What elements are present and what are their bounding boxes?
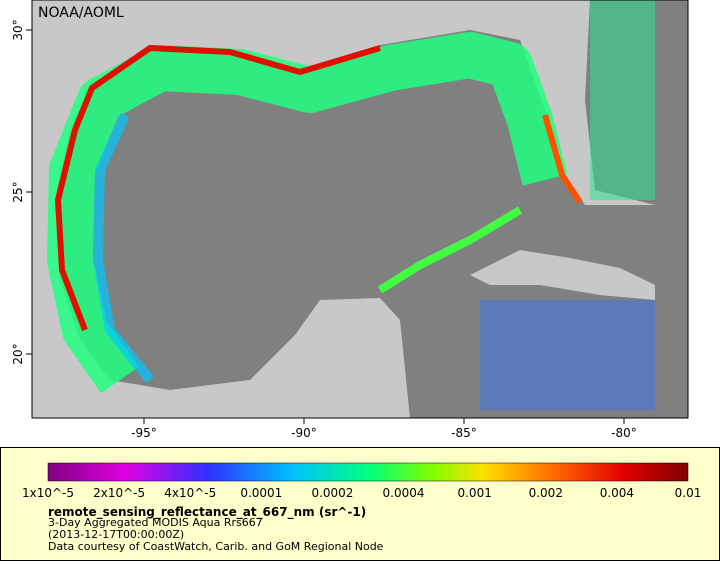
colorbar: [47, 462, 689, 482]
colorbar-label: 0.01: [675, 486, 702, 500]
legend-title: remote_sensing_reflectance_at_667_nm (sr…: [48, 505, 366, 520]
lon-tick-label: -90°: [291, 426, 317, 440]
ocean: [55, 30, 655, 418]
lon-tick-label: -95°: [131, 426, 157, 440]
lat-tick-label: 30°: [11, 19, 25, 40]
lon-tick-label: -85°: [451, 426, 477, 440]
lat-tick-label: 25°: [11, 181, 25, 202]
lon-tick-label: -80°: [611, 426, 637, 440]
cuba: [470, 250, 655, 300]
colorbar-label: 0.001: [457, 486, 491, 500]
coast-red-fl: [542, 114, 583, 204]
axis-ticks: -95° -90° -85° -80° 30° 25° 20°: [11, 19, 637, 440]
colorbar-label: 0.0004: [383, 486, 425, 500]
colorbar-label: 0.0002: [311, 486, 353, 500]
legend-line: 3-Day Aggregated MODIS Aqua Rrs667: [48, 516, 263, 529]
colorbar-label: 0.002: [529, 486, 563, 500]
coast-red: [55, 45, 381, 332]
shelf-cyan: [92, 112, 154, 384]
colorbar-label: 1x10^-5: [22, 486, 74, 500]
lat-tick-label: 20°: [11, 343, 25, 364]
map-frame: [31, 0, 689, 419]
map: [32, 0, 688, 418]
shelf-green: [47, 32, 568, 394]
caribbean-data: [480, 300, 655, 410]
colorbar-label: 2x10^-5: [93, 486, 145, 500]
no-data: [655, 0, 688, 418]
credit: NOAA/AOML: [38, 5, 124, 21]
legend-line: (2013-12-17T00:00:00Z): [48, 528, 184, 541]
legend-line: Data courtesy of CoastWatch, Carib. and …: [48, 540, 384, 553]
colorbar-label: 0.004: [600, 486, 634, 500]
legend: 1x10^-5 2x10^-5 4x10^-5 0.0001 0.0002 0.0004 0…: [22, 486, 701, 553]
atlantic-data: [590, 0, 655, 200]
colorbar-label: 4x10^-5: [164, 486, 216, 500]
colorbar-label: 0.0001: [240, 486, 282, 500]
yucatan-band: [377, 206, 523, 294]
